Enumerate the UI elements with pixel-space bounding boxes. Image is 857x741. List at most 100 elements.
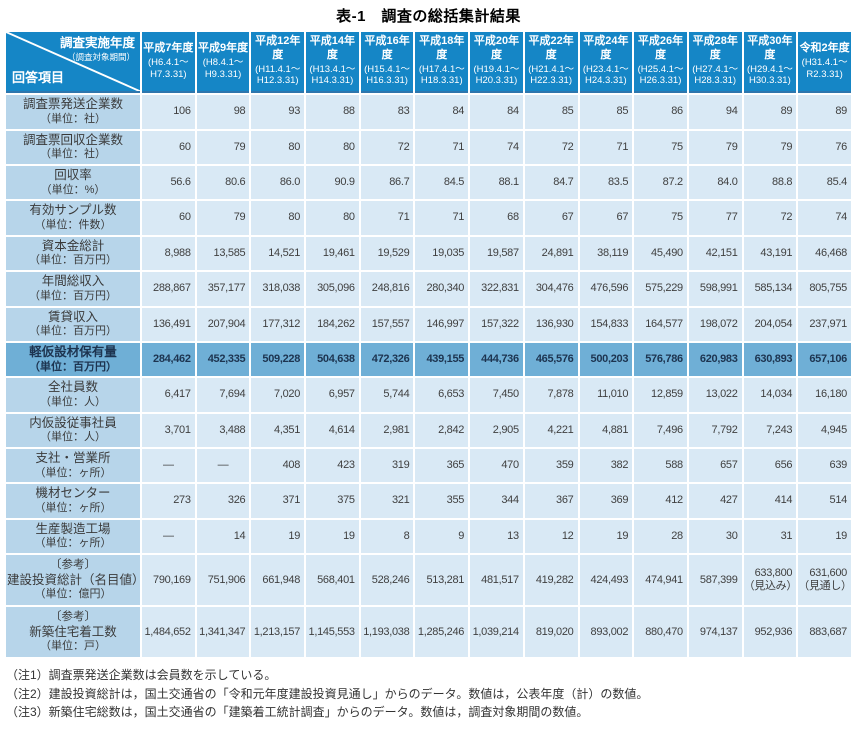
- value-cell: 7,020: [251, 378, 305, 412]
- value-cell: 204,054: [743, 307, 797, 341]
- page-title: 表-1 調査の総括集計結果: [336, 8, 521, 25]
- value-cell: 9: [415, 519, 469, 554]
- value-cell: 90.9: [306, 166, 359, 200]
- value-cell: 2,842: [415, 413, 469, 447]
- row-label-cell: 生産製造工場 （単位：ヶ所）: [6, 519, 140, 554]
- row-label: 有効サンプル数: [29, 203, 117, 218]
- period-label: (H13.4.1～ H14.3.31): [309, 63, 356, 87]
- value-cell: 84.5: [415, 166, 469, 200]
- value-cell: 84.0: [688, 166, 742, 200]
- row-label-cell: 調査票回収企業数 （単位：社）: [6, 130, 140, 164]
- value-cell: 631,600 （見通し）: [798, 555, 852, 606]
- value-cell: 514: [798, 484, 851, 518]
- value-cell: 68: [470, 201, 523, 235]
- value-cell: 474,941: [634, 555, 687, 606]
- value-cell: 71: [579, 130, 633, 164]
- value-cell: 83: [360, 95, 414, 129]
- table-row: 軽仮設材保有量 （単位：百万円） 284,462 452,335 509,228 504,…: [6, 342, 851, 377]
- value-cell: 423: [306, 449, 359, 483]
- value-cell: 60: [142, 201, 195, 235]
- value-cell: 344: [470, 484, 523, 518]
- period-label: (H8.4.1～ H9.3.31): [202, 56, 244, 80]
- value-cell: 304,476: [524, 272, 578, 306]
- value-cell: 14,521: [251, 236, 305, 271]
- row-label-cell: 内仮設従事社員 （単位：人）: [6, 413, 140, 447]
- value-cell: 80.6: [196, 166, 250, 200]
- value-cell: 576,786: [634, 342, 687, 377]
- year-column-header: 平成26年度 (H25.4.1～ H26.3.31): [634, 32, 687, 94]
- value-cell: 72: [524, 130, 578, 164]
- year-column-header: 平成12年度 (H11.4.1～ H12.3.31): [251, 32, 305, 94]
- value-cell: 19: [579, 519, 633, 554]
- value-cell: 75: [634, 201, 687, 235]
- table-body: 調査票発送企業数 （単位：社） 106 98 93 88 83 84 84 85 85 86 94 89 8…: [6, 95, 852, 658]
- value-cell: 19: [306, 519, 359, 554]
- value-cell: 19,461: [306, 236, 359, 271]
- value-cell: 528,246: [360, 555, 414, 606]
- survey-period-label: （調査対象期間）: [66, 51, 135, 62]
- value-cell: 408: [251, 449, 305, 483]
- period-label: (H23.4.1～ H24.3.31): [582, 63, 629, 87]
- row-label-cell: 年間総収入 （単位：百万円）: [6, 272, 140, 306]
- value-cell: 6,417: [142, 378, 195, 412]
- row-unit: （単位：人）: [40, 395, 106, 408]
- value-cell: 86.7: [360, 166, 414, 200]
- row-label-cell: 〔参考〕 建設投資総計（名目値） （単位：億円）: [6, 555, 145, 606]
- table-row: 年間総収入 （単位：百万円） 288,867 357,177 318,038 305,09…: [6, 272, 851, 306]
- row-unit: （単位：件数）: [34, 219, 112, 231]
- row-label-cell: 支社・営業所 （単位：ヶ所）: [6, 449, 140, 483]
- value-cell: 568,401: [306, 555, 359, 606]
- table-row: 調査票回収企業数 （単位：社） 60 79 80 80 72 71 74 72 71 75 79 79 76: [6, 130, 851, 164]
- value-cell: 94: [688, 95, 742, 129]
- value-cell: 880,470: [634, 607, 687, 658]
- row-label-cell: 全社員数 （単位：人）: [6, 378, 140, 412]
- value-cell: 80: [251, 201, 305, 235]
- row-label-prefix: 〔参考〕: [50, 611, 96, 624]
- corner-header-cell: 調査実施年度 （調査対象期間） 回答項目: [6, 32, 140, 94]
- value-cell: 184,262: [306, 307, 359, 341]
- value-cell: 790,169: [142, 555, 195, 606]
- row-label: 年間総収入: [41, 274, 105, 289]
- value-cell: 146,997: [415, 307, 469, 341]
- value-cell: 439,155: [415, 342, 469, 377]
- value-cell: 273: [142, 484, 195, 518]
- year-label: 平成30年度: [747, 35, 793, 61]
- value-cell: 414: [743, 484, 797, 518]
- corner-top-labels: 調査実施年度 （調査対象期間）: [60, 36, 135, 62]
- value-cell: 630,893: [743, 342, 797, 377]
- row-label-cell: 軽仮設材保有量 （単位：百万円）: [6, 342, 140, 377]
- table-row: 生産製造工場 （単位：ヶ所） ― 14 19 19 8 9 13 12 19 28 30 31 19: [6, 519, 851, 554]
- value-cell: 19: [798, 519, 851, 554]
- value-cell: 3,488: [196, 413, 250, 447]
- year-column-header: 平成18年度 (H17.4.1～ H18.3.31): [415, 32, 469, 94]
- year-label: 平成7年度: [143, 41, 194, 54]
- year-column-header: 平成9年度 (H8.4.1～ H9.3.31): [196, 32, 250, 94]
- row-label: 生産製造工場: [35, 521, 111, 536]
- value-cell: 587,399: [688, 555, 742, 606]
- value-cell: 80: [251, 130, 305, 164]
- value-cell: 4,351: [251, 413, 305, 447]
- value-cell: 4,881: [579, 413, 633, 447]
- year-column-header: 平成20年度 (H19.4.1～ H20.3.31): [470, 32, 523, 94]
- value-cell: 359: [524, 449, 578, 483]
- year-column-header: 平成28年度 (H27.4.1～ H28.3.31): [688, 32, 742, 94]
- value-cell: 326: [196, 484, 250, 518]
- year-label: 平成16年度: [364, 35, 410, 61]
- value-cell: 427: [688, 484, 742, 518]
- value-cell: 1,193,038: [360, 607, 414, 658]
- year-label: 平成18年度: [419, 35, 465, 61]
- table-row: 資本金総計 （単位：百万円） 8,988 13,585 14,521 19,461 19,5…: [6, 236, 851, 271]
- value-cell: 375: [306, 484, 359, 518]
- period-label: (H25.4.1～ H26.3.31): [637, 63, 684, 87]
- year-label: 平成28年度: [692, 35, 738, 61]
- value-cell: 452,335: [196, 342, 250, 377]
- value-cell: 2,905: [470, 413, 523, 447]
- value-cell: 19,035: [415, 236, 469, 271]
- row-unit: （単位：人）: [40, 431, 106, 444]
- value-cell: 79: [688, 130, 742, 164]
- row-unit: （単位：戸）: [40, 640, 106, 653]
- value-cell: 106: [142, 95, 195, 129]
- row-label: 軽仮設材保有量: [29, 344, 117, 359]
- value-cell: 28: [634, 519, 687, 554]
- value-cell: 367: [524, 484, 578, 518]
